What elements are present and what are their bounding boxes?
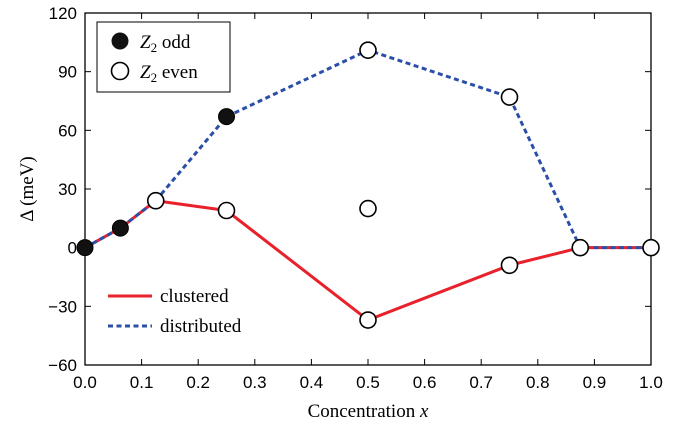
x-tick-label: 1.0 <box>639 373 663 392</box>
x-tick-label: 0.1 <box>130 373 154 392</box>
marker-even <box>359 311 377 329</box>
marker-even <box>359 199 377 218</box>
legend-distributed-label: distributed <box>160 316 242 337</box>
marker-even <box>217 201 236 220</box>
y-tick-label: −60 <box>48 356 77 375</box>
legend-even-label: Z2 even <box>140 62 198 85</box>
legend-clustered-label: clustered <box>160 286 229 307</box>
marker-even <box>500 256 519 275</box>
legend-odd-marker <box>111 32 129 50</box>
x-tick-label: 0.2 <box>186 373 210 392</box>
marker-even <box>359 41 377 59</box>
marker-even <box>642 238 660 257</box>
x-tick-label: 0.5 <box>356 373 380 392</box>
x-tick-label: 0.8 <box>526 373 550 392</box>
marker-even <box>146 191 165 210</box>
y-tick-label: −30 <box>48 297 77 316</box>
x-axis-label: Concentration x <box>308 401 429 422</box>
legend-even-marker <box>110 61 130 81</box>
data-markers <box>76 41 660 329</box>
y-tick-label: 90 <box>58 63 77 82</box>
y-tick-label: 0 <box>68 239 77 258</box>
x-tick-label: 0.6 <box>413 373 437 392</box>
series-line-distributed <box>84 48 651 250</box>
y-tick-label: 30 <box>58 180 77 199</box>
x-tick-label: 0.3 <box>243 373 267 392</box>
x-tick-label: 0.7 <box>469 373 493 392</box>
axis-ticks: 0.0 0.1 0.2 0.3 0.4 0.5 0.6 0.7 0.8 0.9 1.0 −60 −30 0… <box>48 4 663 392</box>
marker-odd <box>76 239 94 257</box>
x-tick-label: 0.0 <box>73 373 97 392</box>
marker-even <box>500 88 519 106</box>
marker-even <box>571 238 590 257</box>
x-tick-label: 0.4 <box>300 373 324 392</box>
y-tick-label: 120 <box>49 4 77 23</box>
legend-markers: Z2 odd Z2 even <box>96 21 231 93</box>
y-tick-label: 60 <box>58 121 77 140</box>
marker-odd <box>111 219 129 237</box>
y-axis-label: Δ (meV) <box>17 156 38 222</box>
marker-odd <box>218 108 235 126</box>
legend-odd-label: Z2 odd <box>140 32 191 55</box>
x-tick-label: 0.9 <box>583 373 607 392</box>
legend-lines: clustered distributed <box>108 286 242 337</box>
